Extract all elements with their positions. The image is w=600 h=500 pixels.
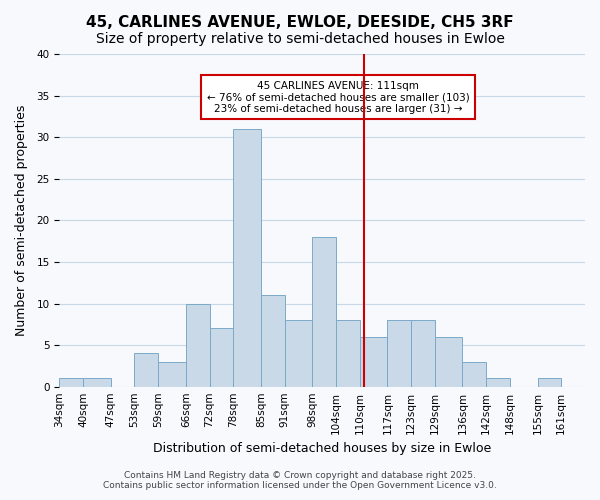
Bar (134, 354, 158, 386)
Bar (59, 378, 83, 386)
Bar (336, 320, 360, 386)
Bar (360, 337, 388, 386)
Bar (158, 362, 186, 386)
Bar (83, 378, 110, 386)
Bar (411, 320, 435, 386)
Text: 45 CARLINES AVENUE: 111sqm
← 76% of semi-detached houses are smaller (103)
23% o: 45 CARLINES AVENUE: 111sqm ← 76% of semi… (206, 80, 469, 114)
Text: 45, CARLINES AVENUE, EWLOE, DEESIDE, CH5 3RF: 45, CARLINES AVENUE, EWLOE, DEESIDE, CH5… (86, 15, 514, 30)
Bar (388, 320, 411, 386)
Bar (284, 320, 312, 386)
X-axis label: Distribution of semi-detached houses by size in Ewloe: Distribution of semi-detached houses by … (153, 442, 491, 455)
Bar (209, 328, 233, 386)
Text: Size of property relative to semi-detached houses in Ewloe: Size of property relative to semi-detach… (95, 32, 505, 46)
Bar (261, 295, 284, 386)
Y-axis label: Number of semi-detached properties: Number of semi-detached properties (15, 104, 28, 336)
Bar (435, 337, 463, 386)
Bar (312, 237, 336, 386)
Text: Contains HM Land Registry data © Crown copyright and database right 2025.
Contai: Contains HM Land Registry data © Crown c… (103, 470, 497, 490)
Bar (233, 129, 261, 386)
Bar (463, 362, 486, 386)
Bar (538, 378, 561, 386)
Bar (486, 378, 510, 386)
Bar (186, 304, 209, 386)
